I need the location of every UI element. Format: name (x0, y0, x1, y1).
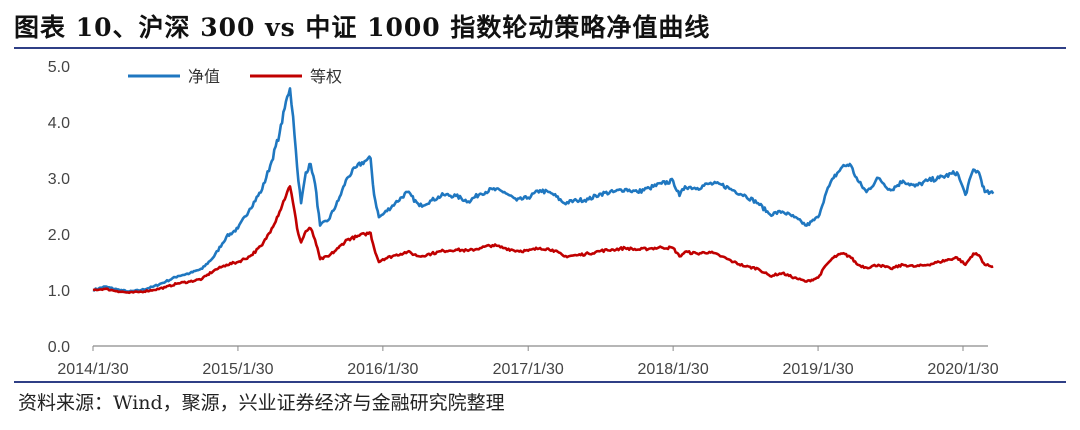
series-line-2 (92, 185, 994, 295)
x-tick-label: 2016/1/30 (347, 361, 418, 378)
line-chart: 0.01.02.03.04.05.0 2014/1/30 2015/1/30 201… (48, 59, 999, 378)
x-tick-label: 2017/1/30 (493, 361, 564, 378)
series-line-1 (92, 87, 995, 294)
y-tick-label: 0.0 (48, 339, 70, 356)
x-tick-label: 2015/1/30 (202, 361, 273, 378)
legend: 净值 等权 (128, 67, 342, 86)
x-tick-label: 2020/1/30 (927, 361, 998, 378)
y-axis: 0.0 1.0 2.0 3.0 4.0 5.0 (48, 59, 70, 356)
legend-label: 等权 (310, 67, 342, 86)
x-axis: 2014/1/30 2015/1/30 2016/1/30 2017/1/30 2018… (57, 345, 999, 378)
y-tick-label: 4.0 (48, 115, 70, 132)
source-divider (14, 381, 1066, 383)
y-tick-label: 1.0 (48, 283, 70, 300)
title-divider (14, 47, 1066, 49)
x-tick-label: 2018/1/30 (638, 361, 709, 378)
x-tick-label: 2014/1/30 (57, 361, 128, 378)
legend-label: 净值 (188, 67, 220, 86)
y-tick-label: 2.0 (48, 227, 70, 244)
y-tick-label: 3.0 (48, 171, 70, 188)
x-tick-label: 2019/1/30 (782, 361, 853, 378)
figure-title: 图表 10、沪深 300 vs 中证 1000 指数轮动策略净值曲线 (14, 13, 711, 42)
y-tick-label: 5.0 (48, 59, 70, 76)
figure-source: 资料来源：Wind，聚源，兴业证券经济与金融研究院整理 (18, 392, 505, 414)
series-layer (92, 87, 995, 295)
